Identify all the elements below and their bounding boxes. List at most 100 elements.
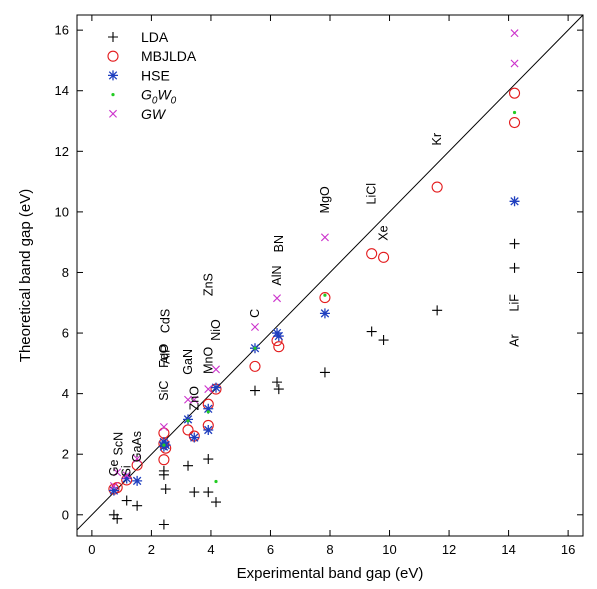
hse-point bbox=[203, 403, 214, 414]
hse-point bbox=[509, 196, 520, 207]
g0w0-point bbox=[323, 293, 327, 297]
gw-point bbox=[184, 395, 193, 404]
annotation-label: SiC bbox=[157, 381, 171, 401]
mbjlda-point bbox=[249, 360, 261, 372]
gw-point bbox=[320, 233, 329, 242]
annotation-label: FeO bbox=[157, 343, 171, 368]
gw-point bbox=[159, 422, 168, 431]
lda-point bbox=[249, 385, 260, 396]
mbjlda-point bbox=[131, 459, 143, 471]
annotation-label: GaAs bbox=[130, 431, 144, 462]
legend-label: LDA bbox=[141, 29, 169, 45]
g0w0-point bbox=[253, 346, 257, 350]
hse-point bbox=[211, 382, 222, 393]
hse-point bbox=[319, 308, 330, 319]
lda-point bbox=[132, 500, 143, 511]
mbjlda-point bbox=[431, 181, 443, 193]
y-tick-label: 10 bbox=[55, 204, 69, 219]
annotation-label: ScN bbox=[112, 432, 126, 456]
x-tick-label: 6 bbox=[267, 542, 274, 557]
reference-line-y-equals-x bbox=[76, 14, 584, 531]
g0w0-point bbox=[162, 443, 166, 447]
lda-point bbox=[272, 377, 283, 388]
annotation-label: AlP bbox=[159, 345, 173, 364]
annotation-label: AlN bbox=[270, 265, 284, 285]
gw-point bbox=[212, 365, 220, 374]
legend-item: LDA bbox=[108, 29, 169, 45]
legend-label: HSE bbox=[141, 67, 170, 83]
lda-point bbox=[203, 454, 214, 465]
lda-point bbox=[112, 513, 123, 524]
x-tick-label: 12 bbox=[442, 542, 456, 557]
lda-point bbox=[183, 460, 194, 471]
mbjlda-point bbox=[273, 341, 285, 353]
lda-point bbox=[273, 384, 284, 395]
gw-point bbox=[204, 385, 213, 394]
annotation-label: ZnS bbox=[201, 273, 215, 296]
y-tick-label: 0 bbox=[62, 507, 69, 522]
lda-point bbox=[319, 367, 330, 378]
annotation-label: MnO bbox=[201, 346, 215, 373]
annotation-label: GaN bbox=[181, 349, 195, 375]
mbjlda-point bbox=[366, 248, 378, 260]
legend-marker bbox=[108, 32, 118, 42]
gw-point bbox=[510, 29, 519, 38]
mbjlda-point bbox=[158, 427, 170, 439]
y-axis-title: Theoretical band gap (eV) bbox=[17, 189, 34, 362]
gw-point bbox=[109, 482, 118, 491]
diagonal-line bbox=[76, 14, 584, 531]
plot-border bbox=[76, 14, 584, 537]
x-tick-label: 10 bbox=[382, 542, 396, 557]
series-lda bbox=[108, 238, 520, 530]
annotation-label: Kr bbox=[430, 133, 444, 146]
legend-item: MBJLDA bbox=[107, 48, 197, 64]
lda-point bbox=[432, 305, 443, 316]
hse-point bbox=[273, 331, 284, 342]
x-tick-label: 14 bbox=[501, 542, 515, 557]
plot-frame bbox=[76, 14, 584, 537]
annotation-label: ZnO bbox=[187, 386, 201, 411]
gw-point bbox=[273, 294, 282, 303]
mbjlda-point bbox=[182, 424, 194, 436]
lda-point bbox=[378, 335, 389, 346]
gw-point bbox=[122, 471, 131, 480]
legend-item: HSE bbox=[108, 67, 170, 83]
gw-point bbox=[251, 323, 259, 331]
annotation-label: Xe bbox=[377, 225, 391, 240]
g0w0-point bbox=[206, 410, 210, 414]
annotation-label: Ge bbox=[107, 459, 121, 476]
hse-point bbox=[189, 432, 200, 443]
hse-point bbox=[132, 475, 143, 486]
legend-label: GW bbox=[141, 106, 167, 122]
x-tick-label: 0 bbox=[88, 542, 95, 557]
lda-point bbox=[211, 497, 222, 508]
mbjlda-point bbox=[158, 454, 170, 466]
lda-point bbox=[509, 262, 520, 273]
hse-point bbox=[160, 440, 171, 451]
lda-point bbox=[366, 326, 377, 337]
annotation-label: BN bbox=[272, 235, 286, 252]
g0w0-point bbox=[214, 479, 218, 484]
legend-label: MBJLDA bbox=[141, 48, 197, 64]
x-axis-title: Experimental band gap (eV) bbox=[237, 565, 424, 582]
hse-point bbox=[272, 328, 283, 339]
annotation-label: LiF bbox=[508, 294, 522, 312]
hse-point bbox=[203, 424, 214, 435]
y-tick-label: 14 bbox=[55, 83, 69, 98]
y-tick-label: 16 bbox=[55, 23, 69, 38]
lda-point bbox=[160, 484, 171, 495]
axis-ticks: 0 2 4 6 8 10 12 14 16 0 2 4 6 8 10 12 14 16 bbox=[55, 15, 583, 557]
y-tick-label: 12 bbox=[55, 144, 69, 159]
g0w0-point bbox=[186, 419, 190, 423]
x-tick-label: 16 bbox=[561, 542, 575, 557]
legend-item: GW bbox=[109, 106, 167, 122]
legend-marker bbox=[108, 70, 118, 81]
y-tick-label: 2 bbox=[62, 447, 69, 462]
y-tick-label: 6 bbox=[62, 326, 69, 341]
y-tick-label: 4 bbox=[62, 386, 69, 401]
annotation-label: MgO bbox=[318, 186, 332, 213]
annotation-label: NiO bbox=[209, 319, 223, 341]
